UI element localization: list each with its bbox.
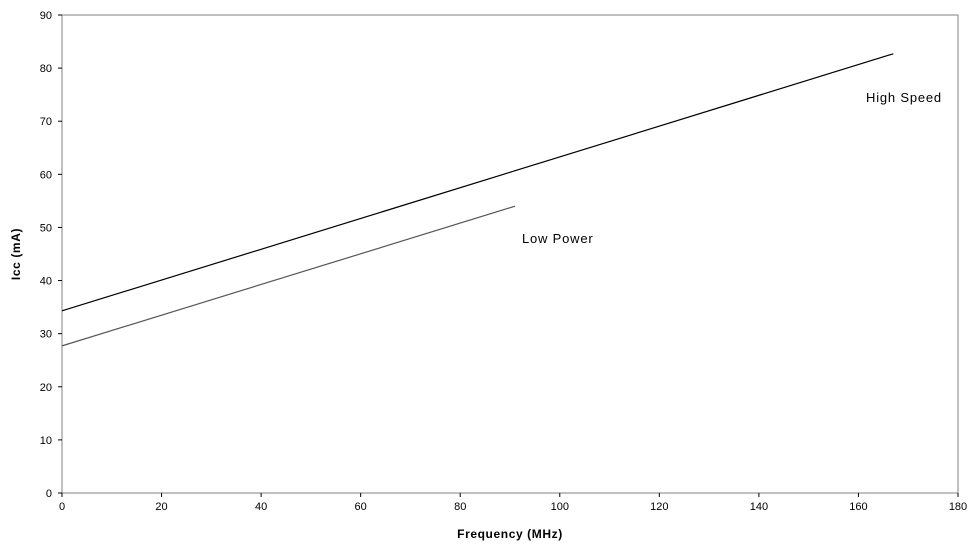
- x-axis-title: Frequency (MHz): [457, 527, 563, 541]
- y-tick-label: 80: [40, 63, 52, 75]
- y-tick-label: 50: [40, 222, 52, 234]
- y-tick-label: 10: [40, 435, 52, 447]
- y-tick-label: 30: [40, 329, 52, 341]
- series-label-low-power: Low Power: [522, 231, 594, 246]
- x-tick-label: 160: [849, 501, 867, 513]
- x-axis: 0 20 40 60 80 100 120 140 160 180: [59, 493, 967, 513]
- y-tick-label: 40: [40, 276, 52, 288]
- y-tick-label: 60: [40, 169, 52, 181]
- x-tick-label: 0: [59, 501, 65, 513]
- x-tick-label: 20: [155, 501, 167, 513]
- y-axis-title: Icc (mA): [9, 228, 23, 280]
- y-tick-label: 70: [40, 116, 52, 128]
- x-tick-label: 180: [949, 501, 967, 513]
- y-axis: 0 10 20 30 40 50 60 70 80 90: [40, 10, 62, 500]
- x-tick-label: 140: [750, 501, 768, 513]
- series-label-high-speed: High Speed: [866, 90, 942, 105]
- x-tick-label: 100: [551, 501, 569, 513]
- x-tick-label: 80: [454, 501, 466, 513]
- x-tick-label: 120: [650, 501, 668, 513]
- series-line-high-speed: [61, 53, 894, 312]
- x-tick-label: 40: [255, 501, 267, 513]
- series-line-low-power: [61, 205, 516, 347]
- series-lines: [61, 53, 894, 347]
- y-tick-label: 0: [46, 488, 52, 500]
- plot-area: [61, 14, 959, 494]
- y-tick-label: 20: [40, 382, 52, 394]
- y-tick-label: 90: [40, 10, 52, 22]
- x-tick-label: 60: [355, 501, 367, 513]
